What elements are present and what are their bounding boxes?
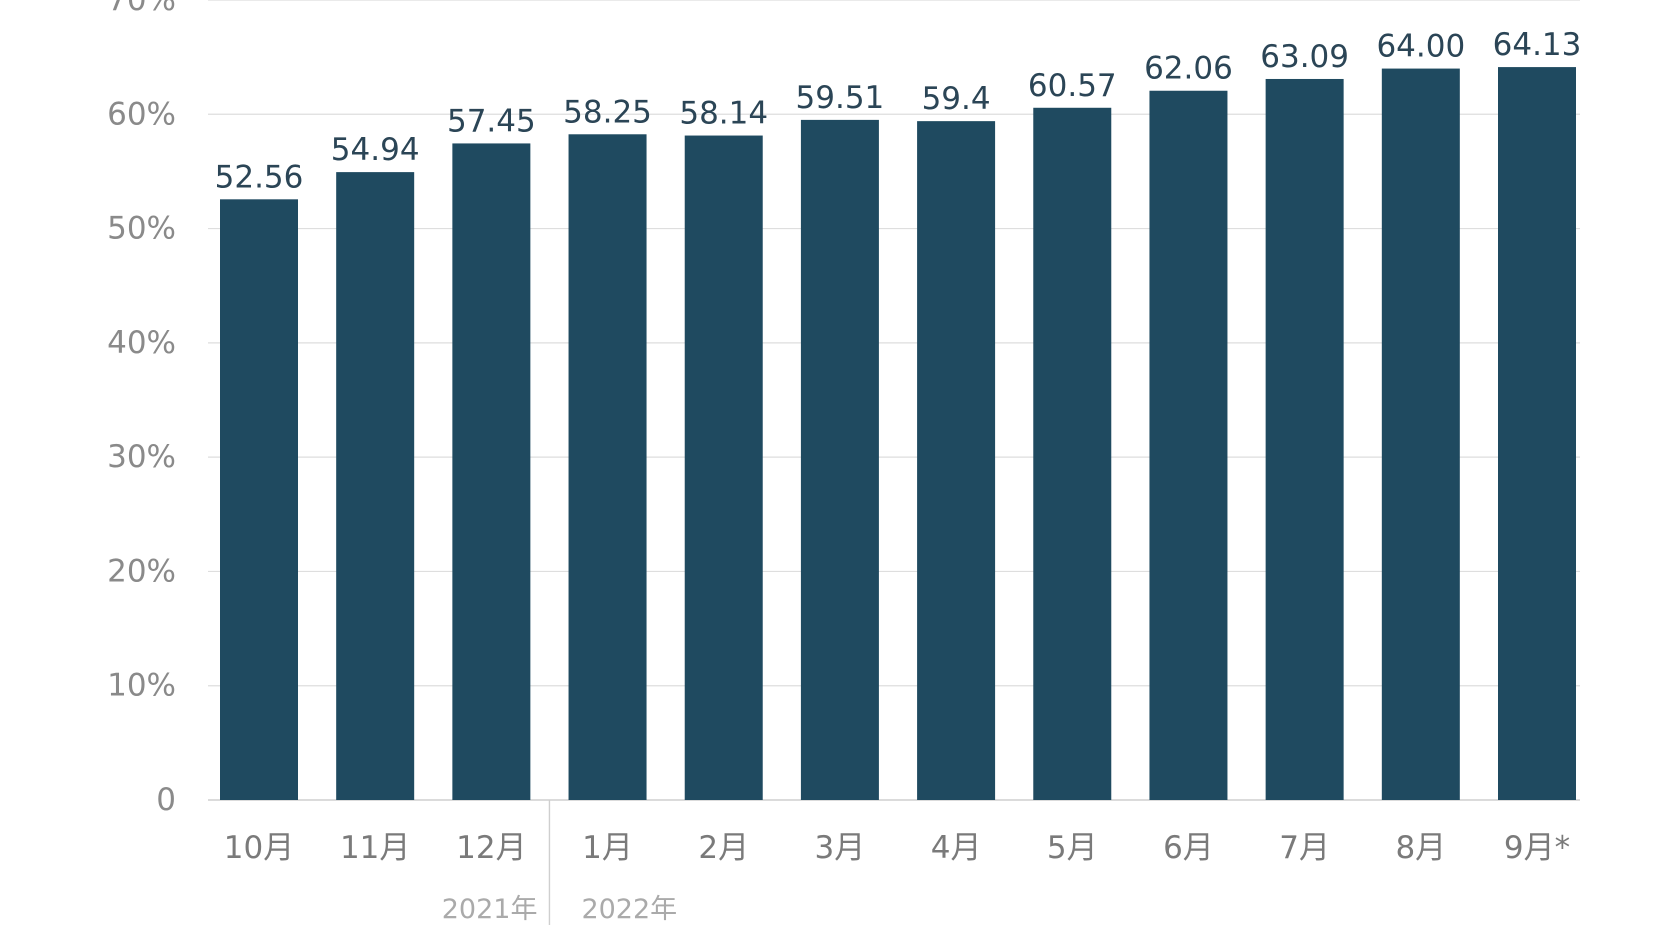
x-tick-label: 7月 — [1279, 830, 1330, 866]
x-tick-label: 11月 — [340, 830, 410, 866]
data-label: 64.00 — [1376, 29, 1465, 65]
x-tick-label: 3月 — [815, 830, 866, 866]
bar — [1149, 90, 1228, 800]
data-label: 54.94 — [331, 132, 420, 168]
x-tick-label: 12月 — [456, 830, 526, 866]
data-label: 58.25 — [563, 94, 652, 130]
y-axis-ticks: 0 10% 20% 30% 40% 50% 60% 70% — [107, 0, 176, 818]
data-label: 59.51 — [796, 80, 885, 116]
x-axis-ticks: 10月 11月 12月 1月 2月 3月 4月 5月 6月 7月 8月 9月* — [224, 830, 1570, 866]
data-label: 60.57 — [1028, 68, 1117, 104]
x-tick-label: 10月 — [224, 830, 294, 866]
y-tick-label: 20% — [107, 553, 176, 589]
data-label: 58.14 — [679, 96, 768, 132]
year-group-labels: 2021年 2022年 — [442, 800, 677, 925]
y-tick-label: 0 — [156, 782, 176, 818]
bar — [1381, 68, 1460, 801]
x-tick-label: 5月 — [1047, 830, 1098, 866]
data-label: 57.45 — [447, 103, 536, 139]
data-label: 62.06 — [1144, 51, 1233, 87]
data-label: 59.4 — [922, 81, 991, 117]
bar — [1265, 78, 1344, 800]
bars — [220, 67, 1576, 801]
gridlines — [208, 0, 1580, 801]
data-label: 52.56 — [215, 159, 304, 195]
bar — [684, 135, 763, 801]
x-tick-label: 1月 — [582, 830, 633, 866]
bar — [568, 134, 647, 801]
x-tick-label: 8月 — [1395, 830, 1446, 866]
x-tick-label: 2月 — [698, 830, 749, 866]
y-tick-label: 70% — [107, 0, 176, 18]
bar — [1033, 107, 1112, 801]
y-tick-label: 10% — [107, 668, 176, 704]
year-label-2022: 2022年 — [581, 894, 677, 925]
data-label: 64.13 — [1493, 27, 1582, 63]
y-tick-label: 30% — [107, 439, 176, 475]
bar — [1498, 67, 1576, 801]
y-tick-label: 40% — [107, 325, 176, 361]
data-labels: 52.56 54.94 57.45 58.25 58.14 59.51 59.4 60.57 6… — [215, 27, 1582, 195]
year-label-2021: 2021年 — [442, 894, 538, 925]
x-tick-label: 4月 — [931, 830, 982, 866]
y-tick-label: 50% — [107, 211, 176, 247]
bar — [917, 121, 996, 800]
bar — [452, 143, 531, 800]
bar — [220, 199, 298, 801]
bar — [336, 172, 415, 801]
y-tick-label: 60% — [107, 96, 176, 132]
x-tick-label: 6月 — [1163, 830, 1214, 866]
bar — [800, 119, 879, 800]
x-tick-label: 9月* — [1504, 830, 1570, 866]
data-label: 63.09 — [1260, 39, 1349, 75]
